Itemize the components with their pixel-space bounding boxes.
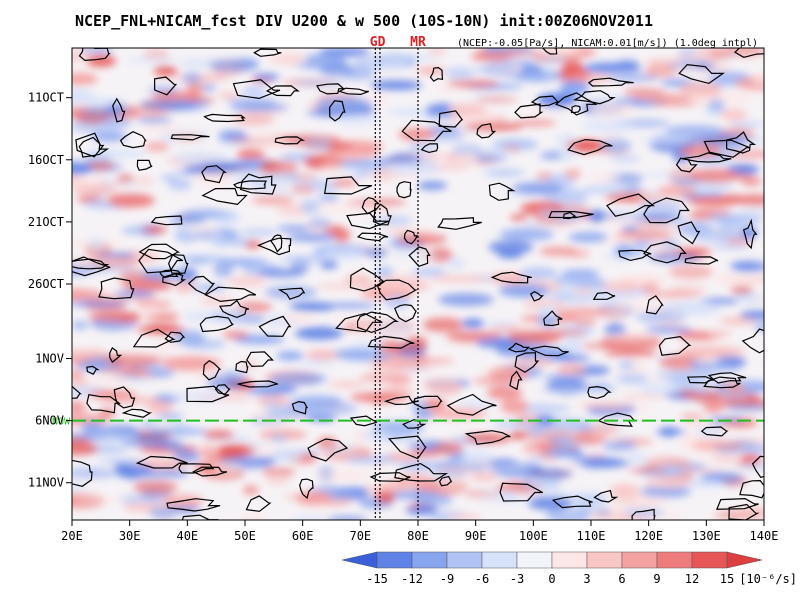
colorbar-level-label: -3	[510, 572, 524, 586]
x-tick-label: 110E	[577, 529, 606, 543]
contour-lines	[72, 48, 764, 520]
x-tick-label: 120E	[634, 529, 663, 543]
colorbar-level-label: 6	[618, 572, 625, 586]
now-line-label: NOW	[52, 417, 71, 428]
x-tick-label: 100E	[519, 529, 548, 543]
colorbar-level-label: -12	[401, 572, 423, 586]
colorbar-swatch	[656, 551, 693, 569]
x-tick-label: 60E	[292, 529, 314, 543]
colorbar-swatch	[516, 551, 553, 569]
x-axis: 20E 30E 40E 50E 60E 70E 80E 90E 100E 110E 120E 130E…	[61, 520, 778, 543]
colorbar-level-label: -15	[366, 572, 388, 586]
x-tick-label: 130E	[692, 529, 721, 543]
marker-lines: GD MR	[370, 35, 426, 520]
colorbar-level-label: 0	[548, 572, 555, 586]
y-axis: 11OCT 16OCT 21OCT 26OCT 1NOV 6NOV 11NOV	[28, 91, 72, 490]
colorbar-unit: [10⁻⁶/s]	[739, 572, 797, 586]
now-line: NOW	[52, 417, 764, 428]
colorbar-swatch	[586, 551, 623, 569]
colorbar: -15 -12 -9 -6 -3 0 3 6 9 12 15 [10⁻⁶/s]	[341, 551, 797, 586]
y-tick-label: 6NOV	[35, 414, 64, 428]
y-tick-label: 11OCT	[28, 91, 64, 105]
marker-label-gd: GD	[370, 35, 386, 50]
colorbar-swatch	[691, 551, 728, 569]
y-tick-label: 11NOV	[28, 476, 64, 490]
plot-area: GD MR NOW	[52, 35, 765, 521]
marker-label-mr: MR	[410, 35, 426, 50]
colorbar-level-label: -9	[440, 572, 454, 586]
colorbar-swatch	[411, 551, 448, 569]
y-tick-label: 1NOV	[35, 352, 64, 366]
x-tick-label: 140E	[750, 529, 779, 543]
colorbar-swatch	[341, 551, 378, 569]
y-tick-label: 16OCT	[28, 153, 64, 167]
y-tick-label: 21OCT	[28, 215, 64, 229]
x-tick-label: 40E	[176, 529, 198, 543]
x-tick-label: 50E	[234, 529, 256, 543]
colorbar-level-label: 12	[685, 572, 699, 586]
colorbar-swatch	[376, 551, 413, 569]
colorbar-swatch	[621, 551, 658, 569]
x-tick-label: 30E	[119, 529, 141, 543]
x-tick-label: 80E	[407, 529, 429, 543]
y-tick-label: 26OCT	[28, 277, 64, 291]
x-tick-label: 20E	[61, 529, 83, 543]
colorbar-swatch	[446, 551, 483, 569]
colorbar-level-label: 3	[583, 572, 590, 586]
colorbar-level-label: 9	[653, 572, 660, 586]
colorbar-level-label: -6	[475, 572, 489, 586]
x-tick-label: 90E	[465, 529, 487, 543]
x-tick-label: 70E	[349, 529, 371, 543]
heatmap-field	[72, 48, 764, 520]
chart-title: NCEP_FNL+NICAM_fcst DIV U200 & w 500 (10…	[75, 12, 653, 30]
colorbar-swatch	[551, 551, 588, 569]
colorbar-level-label: 15	[720, 572, 734, 586]
colorbar-swatch	[726, 551, 763, 569]
colorbar-swatch	[481, 551, 518, 569]
chart-subtitle: (NCEP:-0.05[Pa/s], NICAM:0.01[m/s]) (1.0…	[457, 38, 758, 49]
